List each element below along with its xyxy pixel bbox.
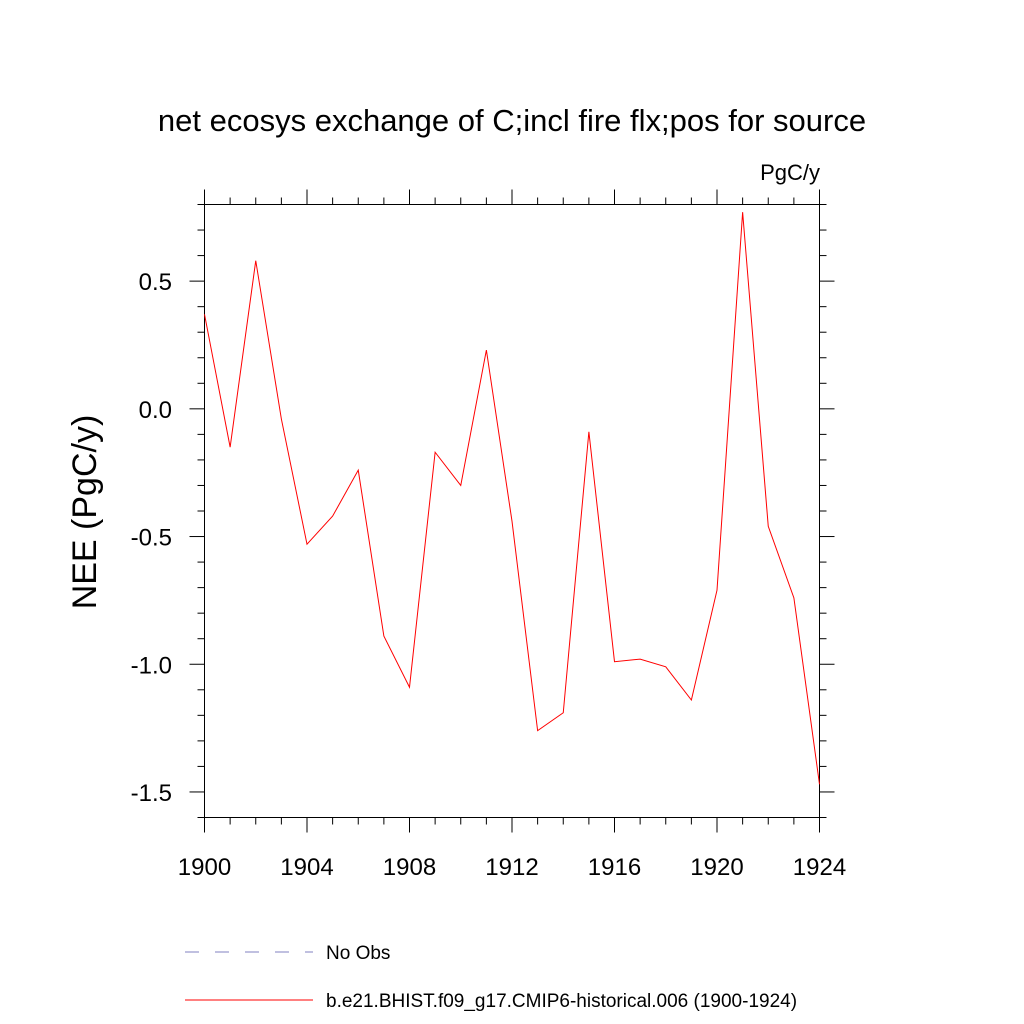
chart-title: net ecosys exchange of C;incl fire flx;p…: [158, 103, 866, 138]
x-tick-label: 1924: [793, 854, 846, 881]
y-tick-label: 0.5: [139, 269, 172, 296]
x-tick-label: 1904: [280, 854, 333, 881]
x-tick-label: 1920: [690, 854, 743, 881]
series-lines: [204, 212, 820, 785]
data-points: [204, 212, 819, 784]
y-tick-label: -0.5: [131, 525, 172, 552]
y-axis-label: NEE (PgC/y): [66, 415, 104, 610]
plot-frame: [204, 204, 820, 818]
x-tick-label: 1908: [383, 854, 436, 881]
units-label: PgC/y: [760, 160, 820, 185]
y-tick-label: -1.5: [131, 780, 172, 807]
minor-ticks: [197, 197, 827, 825]
x-tick-labels: 1900 1904 1908 1912 1916 1920 1924: [178, 854, 846, 881]
series-line: [204, 212, 820, 785]
x-tick-label: 1916: [588, 854, 641, 881]
legend-label: b.e21.BHIST.f09_g17.CMIP6-historical.006…: [326, 991, 797, 1012]
legend-label: No Obs: [326, 943, 390, 964]
y-tick-label: -1.0: [131, 652, 172, 679]
legend: No Obs b.e21.BHIST.f09_g17.CMIP6-historic…: [185, 943, 797, 1012]
y-tick-labels: 0.5 0.0 -0.5 -1.0 -1.5: [131, 269, 172, 807]
major-ticks: [189, 189, 835, 833]
x-tick-label: 1900: [178, 854, 231, 881]
y-tick-label: 0.0: [139, 397, 172, 424]
x-tick-label: 1912: [485, 854, 538, 881]
